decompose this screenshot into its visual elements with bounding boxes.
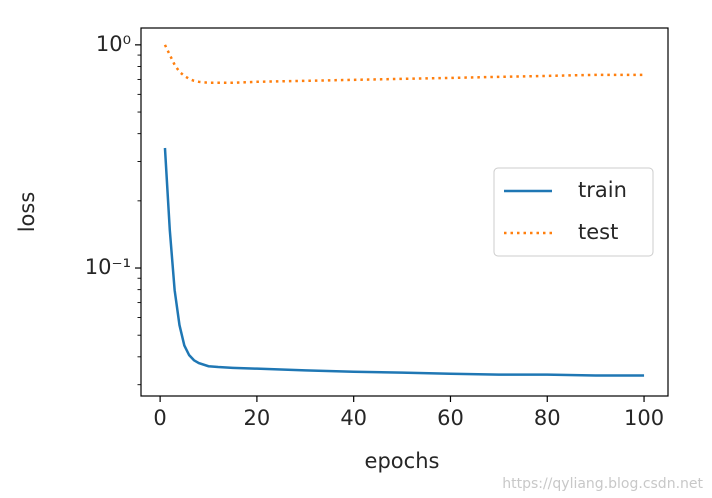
- x-tick-label: 20: [244, 406, 271, 430]
- y-tick-label: 10⁻¹: [85, 255, 131, 279]
- x-tick-label: 100: [624, 406, 664, 430]
- line-test: [163, 44, 645, 85]
- y-tick-label: 10⁰: [96, 32, 131, 56]
- y-axis-label: loss: [15, 192, 39, 233]
- x-tick-label: 0: [153, 406, 166, 430]
- line-train: [163, 147, 645, 377]
- legend-box: [493, 167, 654, 257]
- x-tick-label: 60: [437, 406, 464, 430]
- x-axis-label: epochs: [365, 449, 440, 473]
- legend-label: train: [578, 178, 627, 202]
- x-tick-label: 80: [534, 406, 561, 430]
- x-tick-label: 40: [340, 406, 367, 430]
- legend-label: test: [578, 220, 618, 244]
- watermark: https://qyliang.blog.csdn.net: [502, 476, 703, 492]
- plot-frame: [140, 27, 669, 397]
